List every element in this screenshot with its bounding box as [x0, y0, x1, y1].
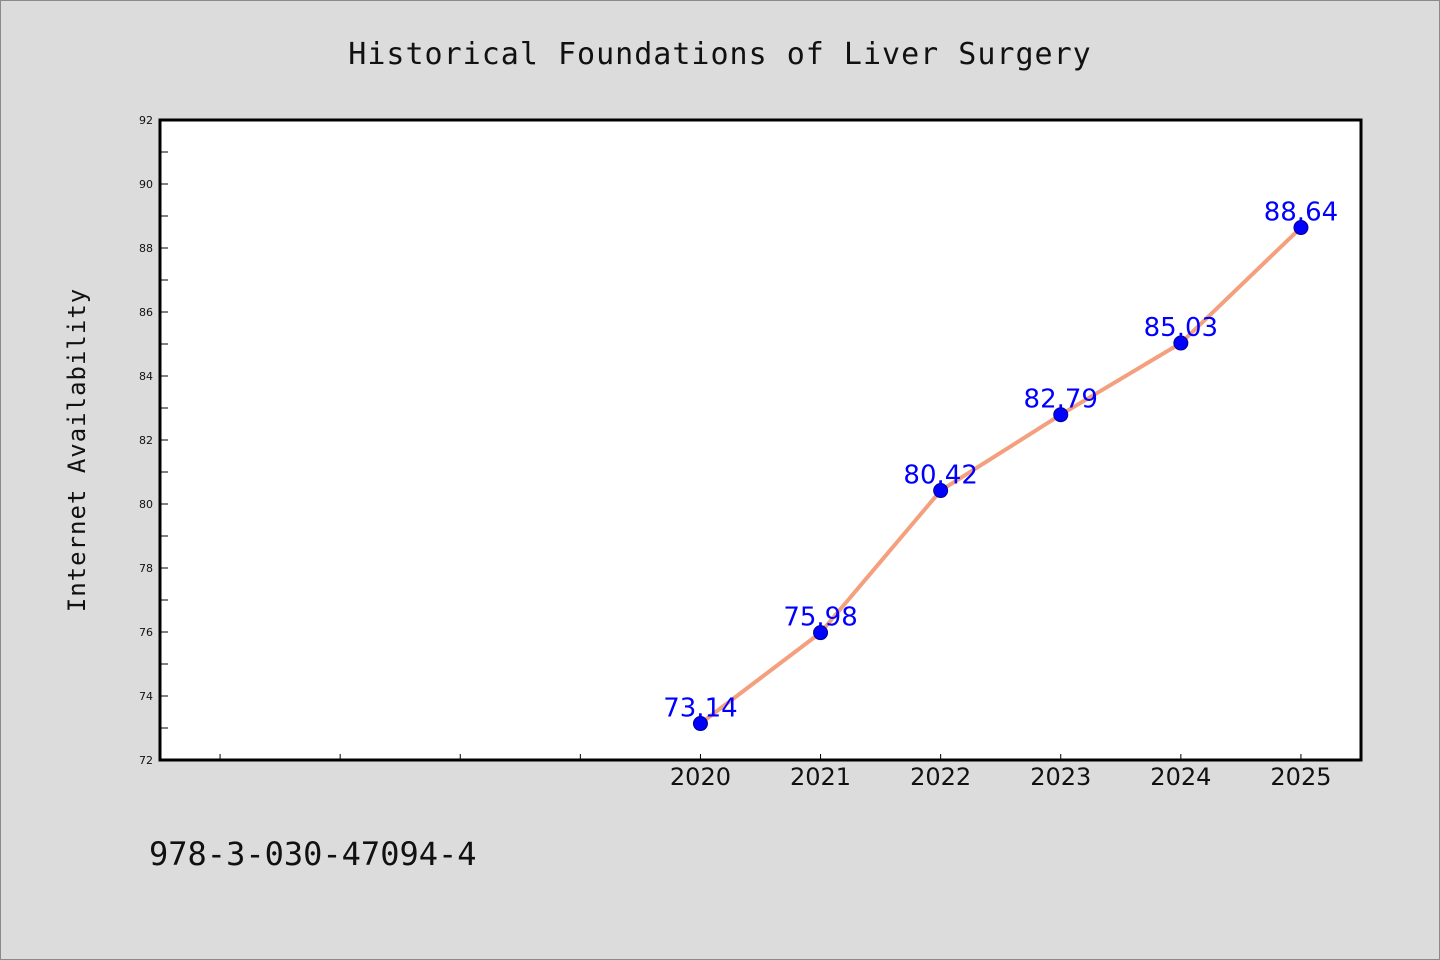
isbn-text: 978-3-030-47094-4 [149, 835, 477, 873]
y-tick-label: 92 [139, 114, 153, 127]
y-tick-label: 72 [139, 754, 153, 767]
data-point [933, 483, 949, 499]
data-point [1173, 335, 1189, 351]
chart-title: Historical Foundations of Liver Surgery [348, 37, 1091, 72]
plot-area [158, 118, 1363, 762]
data-label: 88.64 [1264, 198, 1338, 228]
x-tick-label: 2022 [910, 763, 971, 791]
data-label: 75.98 [783, 603, 857, 633]
y-tick-label: 86 [139, 306, 153, 319]
data-label: 82.79 [1024, 385, 1098, 415]
y-axis-label: Internet Availability [63, 288, 91, 612]
y-tick-label: 74 [139, 690, 153, 703]
x-tick-label: 2023 [1030, 763, 1091, 791]
x-axis: 2020 2021 2022 2023 2024 2025 [219, 754, 1331, 791]
y-tick-label: 84 [139, 370, 153, 383]
data-point [692, 716, 708, 732]
data-point [813, 625, 829, 641]
y-tick-label: 76 [139, 626, 153, 639]
x-tick-label: 2025 [1270, 763, 1331, 791]
data-point [1053, 407, 1069, 423]
y-tick-label: 88 [139, 242, 153, 255]
y-tick-label: 80 [139, 498, 153, 511]
y-axis: 72 74 76 78 80 82 84 86 88 90 92 [139, 114, 168, 767]
x-tick-label: 2021 [790, 763, 851, 791]
data-label: 80.42 [903, 461, 977, 491]
y-tick-label: 90 [139, 178, 153, 191]
series-layer: 73.14 75.98 80.42 82.79 85.03 88.64 [663, 198, 1338, 732]
series-line [698, 225, 1303, 726]
data-label: 73.14 [663, 694, 737, 724]
data-point [1293, 220, 1309, 236]
y-tick-label: 78 [139, 562, 153, 575]
data-label: 85.03 [1144, 313, 1218, 343]
x-tick-label: 2024 [1150, 763, 1211, 791]
x-tick-label: 2020 [670, 763, 731, 791]
y-tick-label: 82 [139, 434, 153, 447]
